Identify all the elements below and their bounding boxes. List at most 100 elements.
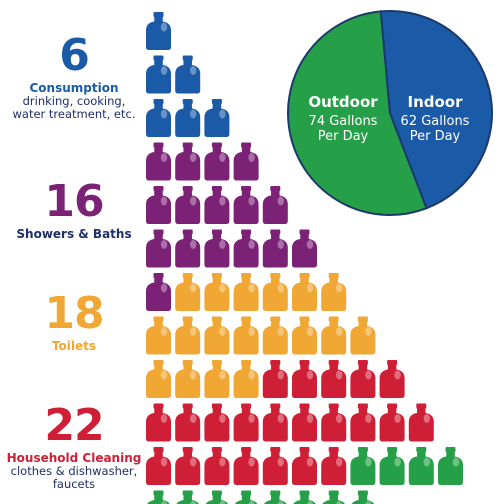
gallon-jug-icon <box>204 447 230 485</box>
pie-slice-indoor <box>379 10 493 210</box>
gallon-jug-icon <box>408 447 434 485</box>
gallon-jug-icon <box>176 490 200 504</box>
gallon-jug-icon <box>146 403 171 442</box>
gallon-jug-icon <box>350 447 376 485</box>
outdoor-title: Outdoor <box>308 93 378 111</box>
gallon-jug-icon <box>292 403 317 442</box>
gallon-jug-icon <box>146 447 171 485</box>
gallon-jug-icon <box>233 447 259 485</box>
gallon-jug-icon <box>233 403 259 442</box>
cleaning-label: Household Cleaning <box>6 451 142 465</box>
gallon-jug-icon <box>321 316 347 355</box>
cleaning-label-block: 22 Household Cleaning clothes & dishwash… <box>0 404 148 490</box>
gallon-jug-icon <box>175 447 201 485</box>
gallon-jug-icon <box>262 229 288 268</box>
gallon-jug-icon <box>292 316 317 355</box>
gallon-jug-icon <box>204 99 230 137</box>
toilets-value: 18 <box>44 288 104 339</box>
cleaning-sub-2: faucets <box>52 476 96 491</box>
gallon-jug-icon <box>146 186 171 224</box>
gallon-jug-icon <box>263 490 287 504</box>
gallon-jug-icon <box>146 55 171 94</box>
gallon-jug-icon <box>146 360 171 398</box>
outdoor-value-line2: Per Day <box>317 128 369 144</box>
gallon-jug-icon <box>175 99 201 137</box>
gallon-jug-icon <box>351 490 375 504</box>
toilets-label: Toilets <box>51 339 97 353</box>
gallon-jug-icon <box>408 403 434 442</box>
gallon-jug-icon <box>175 273 201 311</box>
gallon-jug-icon <box>322 490 346 504</box>
showers-label-block: 16 Showers & Baths <box>0 180 148 241</box>
gallon-jug-icon <box>350 316 376 355</box>
outdoor-value-line1: 74 Gallons <box>308 114 378 129</box>
gallon-jug-icon <box>292 447 317 485</box>
gallon-jug-icon <box>146 273 171 311</box>
indoor-value-line1: 62 Gallons <box>400 114 470 129</box>
gallon-jug-icon <box>146 316 171 355</box>
gallon-jug-icon <box>175 142 201 181</box>
gallon-jug-icon <box>234 490 258 504</box>
gallon-jug-icon <box>175 360 201 398</box>
consumption-label-block: 6 Consumption drinking, cooking, water t… <box>0 34 148 120</box>
toilets-label-block: 18 Toilets <box>0 292 148 353</box>
gallon-jug-icon <box>438 447 463 485</box>
gallon-jug-icon <box>147 490 170 504</box>
gallon-jug-icon <box>379 360 405 398</box>
gallon-jug-icon <box>204 403 230 442</box>
showers-label: Showers & Baths <box>16 227 132 241</box>
pie-slice-outdoor <box>287 10 428 216</box>
gallon-jug-icon <box>233 142 259 181</box>
gallon-jug-icon <box>146 229 171 268</box>
gallon-jug-icon <box>175 403 201 442</box>
consumption-label: Consumption <box>29 81 119 95</box>
gallon-jug-icon <box>350 360 376 398</box>
gallon-jug-icon <box>233 316 259 355</box>
gallon-jug-icon <box>175 316 201 355</box>
gallon-jug-icon <box>262 447 288 485</box>
gallon-jug-icon <box>204 360 230 398</box>
gallon-jug-icon <box>233 229 259 268</box>
gallon-jug-icon <box>262 273 288 311</box>
cleaning-value: 22 <box>44 400 104 451</box>
showers-value: 16 <box>44 176 104 227</box>
gallon-jug-icon <box>205 490 229 504</box>
gallon-jug-icon <box>204 186 230 224</box>
gallon-jug-icon <box>262 360 288 398</box>
consumption-value: 6 <box>59 30 90 81</box>
gallon-jug-icon <box>233 273 259 311</box>
gallon-jug-icon <box>379 447 405 485</box>
indoor-value-line2: Per Day <box>409 128 461 144</box>
gallon-jug-icon <box>350 403 376 442</box>
gallon-jug-icon <box>262 186 288 224</box>
gallon-jug-icon <box>146 142 171 181</box>
gallon-jug-icon <box>321 360 347 398</box>
indoor-slice-label: Indoor 62 Gallons Per Day <box>396 93 474 145</box>
indoor-title: Indoor <box>407 93 463 111</box>
gallon-jug-icon <box>204 316 230 355</box>
gallon-jug-icon <box>379 403 405 442</box>
gallon-jug-icon <box>292 229 317 268</box>
consumption-sub-2: water treatment, etc. <box>12 106 136 121</box>
gallon-jug-icon <box>146 99 171 137</box>
gallon-jug-icon <box>321 447 347 485</box>
gallon-jug-icon <box>233 360 259 398</box>
gallon-jug-icon <box>175 229 201 268</box>
indoor-outdoor-pie <box>287 10 493 216</box>
gallon-jug-icon <box>175 186 201 224</box>
gallon-jug-icon <box>233 186 259 224</box>
cleaning-sub-1: clothes & dishwasher, <box>10 464 138 479</box>
gallon-jug-icon <box>175 55 201 94</box>
gallon-jug-icon <box>262 316 288 355</box>
gallon-jug-icon <box>262 403 288 442</box>
gallon-jug-icon <box>292 273 317 311</box>
consumption-sub-1: drinking, cooking, <box>22 94 126 109</box>
gallon-jug-icon <box>204 142 230 181</box>
gallon-jug-icon <box>146 12 171 50</box>
gallon-jug-icon <box>293 490 316 504</box>
gallon-jug-icon <box>204 273 230 311</box>
gallon-jug-icon <box>204 229 230 268</box>
gallon-jug-icon <box>292 360 317 398</box>
outdoor-slice-label: Outdoor 74 Gallons Per Day <box>300 93 386 145</box>
